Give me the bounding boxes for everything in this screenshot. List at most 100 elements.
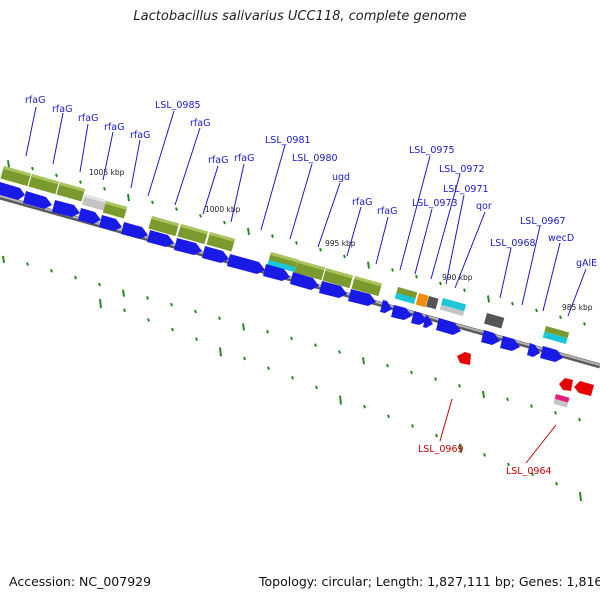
scale-ticks [2,160,586,502]
gene-label: LSL_0981 [265,135,311,146]
scale-tick [218,316,221,321]
scale-tick [151,200,154,205]
forward-gene [202,246,229,263]
scale-tick [339,395,342,405]
gene-label: LSL_0968 [490,238,536,249]
cog-bar [102,201,128,219]
gene-label: gAlE [576,258,597,269]
scale-tick [439,281,442,286]
scale-tick [367,261,370,269]
scale-tick [146,296,149,300]
scale-tick [243,356,246,361]
cog-bar [148,216,179,237]
scale-tick [242,323,245,331]
gene-label: LSL_0975 [409,145,455,156]
gene-label: LSL_0980 [292,153,338,164]
forward-gene [540,346,563,362]
scale-tick [171,327,174,332]
scale-tick [482,390,485,399]
forward-gene [527,343,540,357]
forward-gene [23,191,52,209]
cog-bar [56,182,86,202]
scale-tick [122,289,125,297]
gene-label: rfaG [130,130,150,141]
scale-tick [434,377,437,381]
scale-tick [559,315,562,320]
gene-label: LSL_0985 [155,100,201,111]
scale-tick [223,220,226,225]
scale-tick [487,295,490,303]
gene-label: LSL_0969 [418,444,464,455]
forward-gene [290,272,319,290]
forward-gene [0,182,25,200]
scale-tick [314,343,317,348]
scale-tick [530,404,533,408]
scale-tick [194,309,197,314]
forward-gene [423,315,433,328]
cog-bar [28,174,59,195]
scale-tick [199,214,202,218]
cog-bar [542,326,570,345]
scale-tick [531,472,534,477]
scale-tick [458,383,461,388]
scale-tick [435,433,438,438]
gene-label: LSL_0971 [443,184,489,195]
forward-gene [121,222,148,239]
forward-genes [0,182,563,362]
scale-tick [315,385,318,390]
forward-gene [436,318,461,335]
forward-gene [348,289,376,306]
scale-tick [386,363,389,368]
gene-label: LSL_0973 [412,198,458,209]
reverse-gene [559,378,573,391]
scale-tick [175,207,178,211]
scale-tick [338,350,341,354]
scale-tick [295,241,298,245]
scale-tick [578,417,581,422]
forward-gene-labels: rfaG rfaG rfaG rfaG rfaG LSL_0985 rfaG r… [25,95,597,269]
cog-bar [206,232,236,252]
scale-tick [483,453,486,457]
cog-bars [0,166,570,408]
forward-gene [391,305,412,320]
scale-tick [291,375,294,380]
gene-label: LSL_0967 [520,216,566,227]
scale-tick [7,160,10,168]
scale-label: 1005 kbp [89,168,125,177]
forward-gene [319,281,347,298]
scale-tick [79,180,82,184]
cog-bar [394,287,418,304]
scale-tick [507,462,510,467]
scale-tick [411,424,414,428]
leader-lines [25,106,587,464]
scale-tick [103,186,106,191]
map-title: Lactobacillus salivarius UCC118, complet… [133,9,467,24]
forward-gene [174,238,202,255]
scale-tick [50,269,53,273]
scale-tick [2,255,5,263]
gene-label: rfaG [78,113,98,124]
scale-tick [511,301,514,306]
scale-label: 985 kbp [562,303,593,312]
scale-tick [579,491,582,502]
cog-bar [177,224,208,245]
forward-gene [227,254,265,274]
reverse-gene [574,381,594,396]
scale-tick [319,247,322,252]
scale-tick [195,337,198,342]
scale-tick [343,254,346,259]
scale-label: 995 kbp [325,239,356,248]
gene-label: rfaG [25,95,45,106]
scale-label: 1000 kbp [205,205,241,214]
forward-gene [99,215,122,231]
scale-tick [554,411,557,415]
scale-tick [506,397,509,402]
scale-tick [463,288,466,293]
forward-gene [263,264,290,281]
topology-text: Topology: circular; Length: 1,827,111 bp… [259,574,600,589]
forward-gene [380,300,392,313]
scale-tick [74,275,77,280]
scale-tick [123,308,126,313]
scale-tick [26,262,29,266]
